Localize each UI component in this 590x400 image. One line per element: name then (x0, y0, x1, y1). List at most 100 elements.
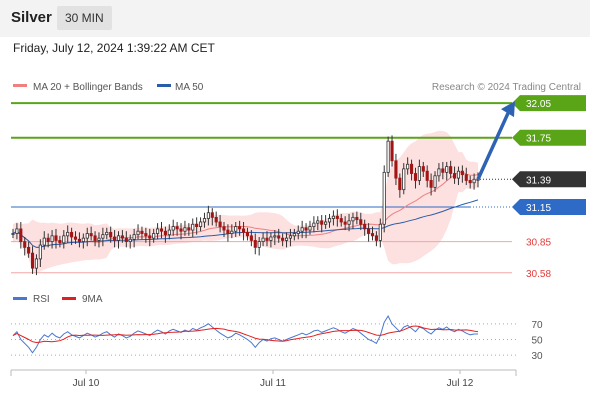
legend-label-ma20: MA 20 + Bollinger Bands (33, 82, 143, 93)
candle (284, 232, 289, 248)
resistance-label-box (512, 95, 586, 112)
candle (58, 235, 62, 248)
pivot-label: 31.15 (526, 203, 551, 214)
candle (355, 211, 359, 225)
candle (335, 209, 339, 227)
candle (46, 233, 50, 248)
candle (73, 231, 78, 244)
candle (226, 224, 230, 242)
timeframe-button[interactable]: 30 MIN (57, 6, 112, 30)
candle (144, 227, 148, 243)
x-tick-label: Jul 11 (260, 378, 286, 389)
x-tick-label: Jul 12 (447, 378, 474, 389)
support-label: 30.58 (526, 269, 551, 280)
candle (402, 163, 406, 195)
rsi-ma-legend-swatch (62, 297, 76, 300)
rsi-ma-line (12, 325, 479, 344)
x-axis: Jul 10 Jul 11 Jul 12 (10, 369, 517, 389)
candle (394, 153, 398, 186)
candle (378, 218, 382, 248)
candle (156, 223, 160, 240)
candle (410, 159, 414, 181)
candle (261, 232, 265, 247)
rsi-panel: RSI 9MA 70 50 30 (11, 294, 543, 362)
candle (257, 236, 261, 256)
candle (93, 231, 97, 247)
candle (253, 233, 257, 255)
candle (19, 221, 23, 249)
candle (109, 226, 113, 243)
candle (292, 228, 296, 241)
candle (413, 167, 418, 189)
candle (116, 231, 121, 249)
candle (210, 208, 214, 226)
candle (288, 228, 292, 247)
main-legend: MA 20 + Bollinger Bands MA 50 Research ©… (13, 82, 581, 93)
candle (421, 161, 425, 177)
candle (296, 225, 300, 240)
candle (464, 167, 468, 186)
candle (245, 227, 250, 241)
candle (273, 230, 277, 246)
candle (152, 228, 156, 243)
candle (85, 227, 89, 247)
resistance-label: 32.05 (526, 99, 551, 110)
candle (452, 166, 457, 184)
candle (206, 205, 210, 226)
candle (449, 160, 453, 179)
projection-head (501, 101, 515, 118)
rsi-legend-swatch (13, 297, 27, 300)
candle (42, 231, 46, 250)
rsi-level-label: 30 (531, 351, 543, 362)
candle (456, 166, 461, 186)
projection-shaft (476, 110, 511, 180)
candle (89, 226, 93, 241)
candle (472, 173, 476, 190)
legend-swatch-ma20 (13, 84, 27, 87)
candle (132, 228, 136, 248)
legend-swatch-ma50 (157, 84, 171, 87)
candle (374, 231, 378, 247)
candle (62, 230, 66, 249)
support-label: 30.85 (526, 238, 551, 249)
candle (347, 213, 351, 232)
candle (54, 228, 58, 249)
candle (339, 213, 343, 227)
rsi-level-label: 50 (531, 336, 543, 347)
candle (327, 213, 332, 228)
candle (386, 136, 390, 177)
price-plot-area: 32.05 31.75 31.39 31.15 30.85 30.58 (11, 95, 586, 280)
candle (230, 224, 234, 239)
candle (429, 173, 433, 196)
candle (202, 212, 207, 228)
candle (382, 165, 386, 233)
candle (265, 231, 269, 247)
candle (343, 216, 347, 231)
candle (300, 220, 304, 239)
candle (187, 223, 191, 236)
candle (136, 224, 140, 240)
candle (222, 221, 226, 237)
candle (199, 217, 203, 232)
candle (105, 227, 109, 240)
header-bar: Silver 30 MIN (0, 0, 590, 37)
candle (191, 218, 195, 237)
rsi-legend-label: RSI (33, 294, 50, 305)
candle (97, 232, 101, 248)
candle (468, 175, 472, 189)
chart-datetime: Friday, July 12, 2024 1:39:22 AM CET (13, 41, 215, 55)
candle (269, 232, 273, 248)
candle (140, 226, 144, 240)
candle (23, 236, 27, 256)
candle (183, 220, 187, 236)
candle (238, 220, 242, 236)
candle (316, 216, 320, 231)
last-price-label-box (512, 171, 586, 188)
candle (171, 219, 175, 236)
candle (70, 227, 74, 246)
candle (195, 217, 199, 235)
candle (351, 212, 355, 229)
candle (433, 171, 437, 192)
candle (101, 227, 105, 247)
candle (363, 219, 367, 236)
